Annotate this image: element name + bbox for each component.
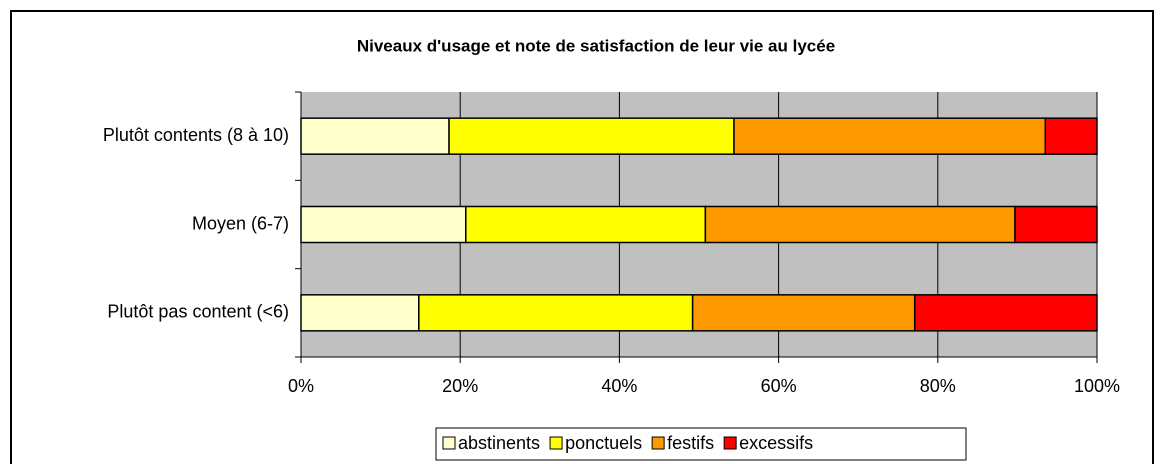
y-tick-label: Plutôt contents (8 à 10) <box>103 125 289 145</box>
x-tick-label: 0% <box>288 376 314 396</box>
x-tick-label: 100% <box>1074 376 1120 396</box>
bar-segment <box>691 294 916 332</box>
x-tick-label: 40% <box>601 376 637 396</box>
chart-title: Niveaux d'usage et note de satisfaction … <box>357 36 835 55</box>
legend-label: ponctuels <box>565 433 642 453</box>
legend-label: abstinents <box>458 433 540 453</box>
bar-segment <box>913 294 1098 332</box>
legend-swatch <box>549 436 563 450</box>
bar-segment <box>465 205 707 244</box>
x-tick-label: 60% <box>761 376 797 396</box>
y-tick-label: Moyen (6-7) <box>192 213 289 233</box>
bar-segment <box>1044 117 1098 155</box>
legend-label: excessifs <box>739 433 813 453</box>
bar-segment <box>704 205 1016 244</box>
bar-segment <box>1014 205 1098 244</box>
legend-swatch <box>651 436 665 450</box>
bar-segment <box>448 117 735 155</box>
x-tick-label: 80% <box>920 376 956 396</box>
legend-swatch <box>442 436 456 450</box>
bar-segment <box>300 117 450 155</box>
bar-segment <box>300 294 420 332</box>
bar-segment <box>418 294 694 332</box>
legend-label: festifs <box>667 433 714 453</box>
legend-box <box>435 427 967 461</box>
y-tick-label: Plutôt pas content (<6) <box>107 302 289 322</box>
legend-swatch <box>723 436 737 450</box>
bar-segment <box>300 205 467 244</box>
bar-segment <box>733 117 1047 155</box>
x-tick-label: 20% <box>442 376 478 396</box>
